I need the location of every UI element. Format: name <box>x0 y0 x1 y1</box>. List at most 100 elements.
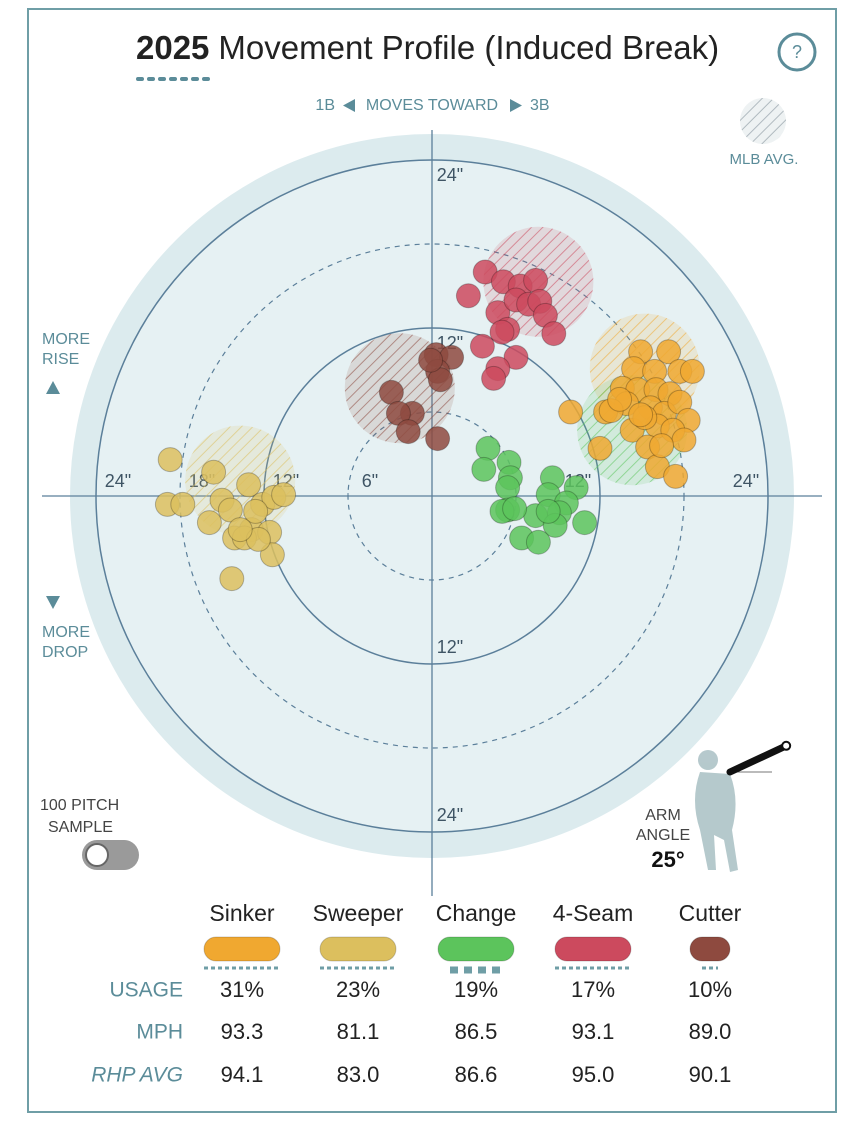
pitch-point <box>170 491 196 517</box>
pitch-point <box>489 319 515 345</box>
table-cell: 93.3 <box>221 1019 264 1044</box>
pitch-point <box>425 426 451 452</box>
pitch-name: Sinker <box>209 900 275 926</box>
table-cell: 94.1 <box>221 1062 264 1087</box>
pitch-point <box>475 435 501 461</box>
arrow-down <box>46 596 60 609</box>
pitch-point <box>587 435 613 461</box>
pitch-point <box>649 433 675 459</box>
table-cell: 23% <box>336 977 380 1002</box>
arm-end <box>781 740 792 751</box>
chart-title: 2025 Movement Profile (Induced Break) <box>136 29 719 66</box>
arrow-right <box>510 99 522 112</box>
arm-line <box>726 740 792 776</box>
pitch-point <box>495 475 521 501</box>
table-cell: 86.5 <box>455 1019 498 1044</box>
direction-left: 1B <box>315 97 335 114</box>
pitch-point <box>523 267 549 293</box>
pitch-point <box>572 510 598 536</box>
x-tick-label: 6" <box>362 471 378 491</box>
table-cell: 83.0 <box>337 1062 380 1087</box>
avg-legend-swatch <box>740 98 786 144</box>
drop-label: DROP <box>42 644 88 661</box>
sample-label: 100 PITCH <box>40 797 119 814</box>
arm-angle-value: 25° <box>651 847 684 872</box>
pitch-point <box>227 517 253 543</box>
pitch-pill <box>554 936 632 962</box>
help-button[interactable] <box>777 32 817 72</box>
title-text: Movement Profile (Induced Break) <box>218 29 719 66</box>
table-cell: 90.1 <box>689 1062 732 1087</box>
pitch-pill <box>437 936 515 962</box>
pitch-point <box>503 344 529 370</box>
pitch-point <box>157 447 183 473</box>
direction-middle: MOVES TOWARD <box>366 97 498 114</box>
pitch-name: Cutter <box>679 900 742 926</box>
pitch-point <box>481 365 507 391</box>
pitch-point <box>196 510 222 536</box>
pitch-point <box>378 379 404 405</box>
pitch-point <box>535 498 561 524</box>
pitch-point <box>201 459 227 485</box>
pitch-point <box>427 367 453 393</box>
pitch-point <box>628 402 654 428</box>
help-icon[interactable]: ? <box>792 42 802 62</box>
row-label: MPH <box>136 1021 183 1044</box>
table-cell: 86.6 <box>455 1062 498 1087</box>
pitch-name: 4-Seam <box>553 900 634 926</box>
pitch-point <box>502 496 528 522</box>
pitch-point <box>541 321 567 347</box>
pitch-table: Sinker Sweeper Change 4-Seam Cutter USAGE 31% 2… <box>91 900 741 1087</box>
plot: 24"18"12"6"12"24"24"12"12"24" <box>42 130 822 896</box>
arrow-up <box>46 381 60 394</box>
pitch-name: Sweeper <box>313 900 404 926</box>
pitch-point <box>271 482 297 508</box>
y-tick-label: 24" <box>437 805 463 825</box>
pitch-point <box>607 386 633 412</box>
table-cell: 95.0 <box>572 1062 615 1087</box>
pitch-point <box>469 333 495 359</box>
pitch-pill <box>689 936 731 962</box>
arm-angle-label: ARM <box>645 807 681 824</box>
row-label: USAGE <box>109 979 183 1002</box>
toggle-knob[interactable] <box>85 843 109 867</box>
pitch-pill <box>203 936 281 962</box>
y-tick-label: 12" <box>437 637 463 657</box>
pitch-point <box>656 339 682 365</box>
direction-right: 3B <box>530 97 550 114</box>
row-label: RHP AVG <box>91 1064 183 1087</box>
avg-legend-label: MLB AVG. <box>730 151 799 168</box>
drop-label: MORE <box>42 624 90 641</box>
rise-label: RISE <box>42 351 79 368</box>
pitcher-figure <box>695 750 738 872</box>
pitch-point <box>243 498 269 524</box>
title-year: 2025 <box>136 29 209 66</box>
pitch-point <box>471 456 497 482</box>
y-tick-label: 24" <box>437 165 463 185</box>
arrow-left <box>343 99 355 112</box>
pitch-point <box>671 427 697 453</box>
pitch-point <box>679 358 705 384</box>
sample-label: SAMPLE <box>48 819 113 836</box>
pitch-name: Change <box>436 900 517 926</box>
pitch-point <box>558 399 584 425</box>
pitch-point <box>236 472 262 498</box>
table-cell: 89.0 <box>689 1019 732 1044</box>
pitch-point <box>663 463 689 489</box>
pitch-point <box>525 529 551 555</box>
rise-label: MORE <box>42 331 90 348</box>
pitch-point <box>219 566 245 592</box>
table-cell: 93.1 <box>572 1019 615 1044</box>
table-cell: 17% <box>571 977 615 1002</box>
table-cell: 81.1 <box>337 1019 380 1044</box>
table-cell: 31% <box>220 977 264 1002</box>
arm-angle-label: ANGLE <box>636 827 690 844</box>
x-tick-label: 24" <box>733 471 759 491</box>
pitch-point <box>418 347 444 373</box>
pitch-point <box>217 497 243 523</box>
arm <box>726 742 790 776</box>
table-cell: 19% <box>454 977 498 1002</box>
x-tick-label: 24" <box>105 471 131 491</box>
pitch-point <box>395 419 421 445</box>
